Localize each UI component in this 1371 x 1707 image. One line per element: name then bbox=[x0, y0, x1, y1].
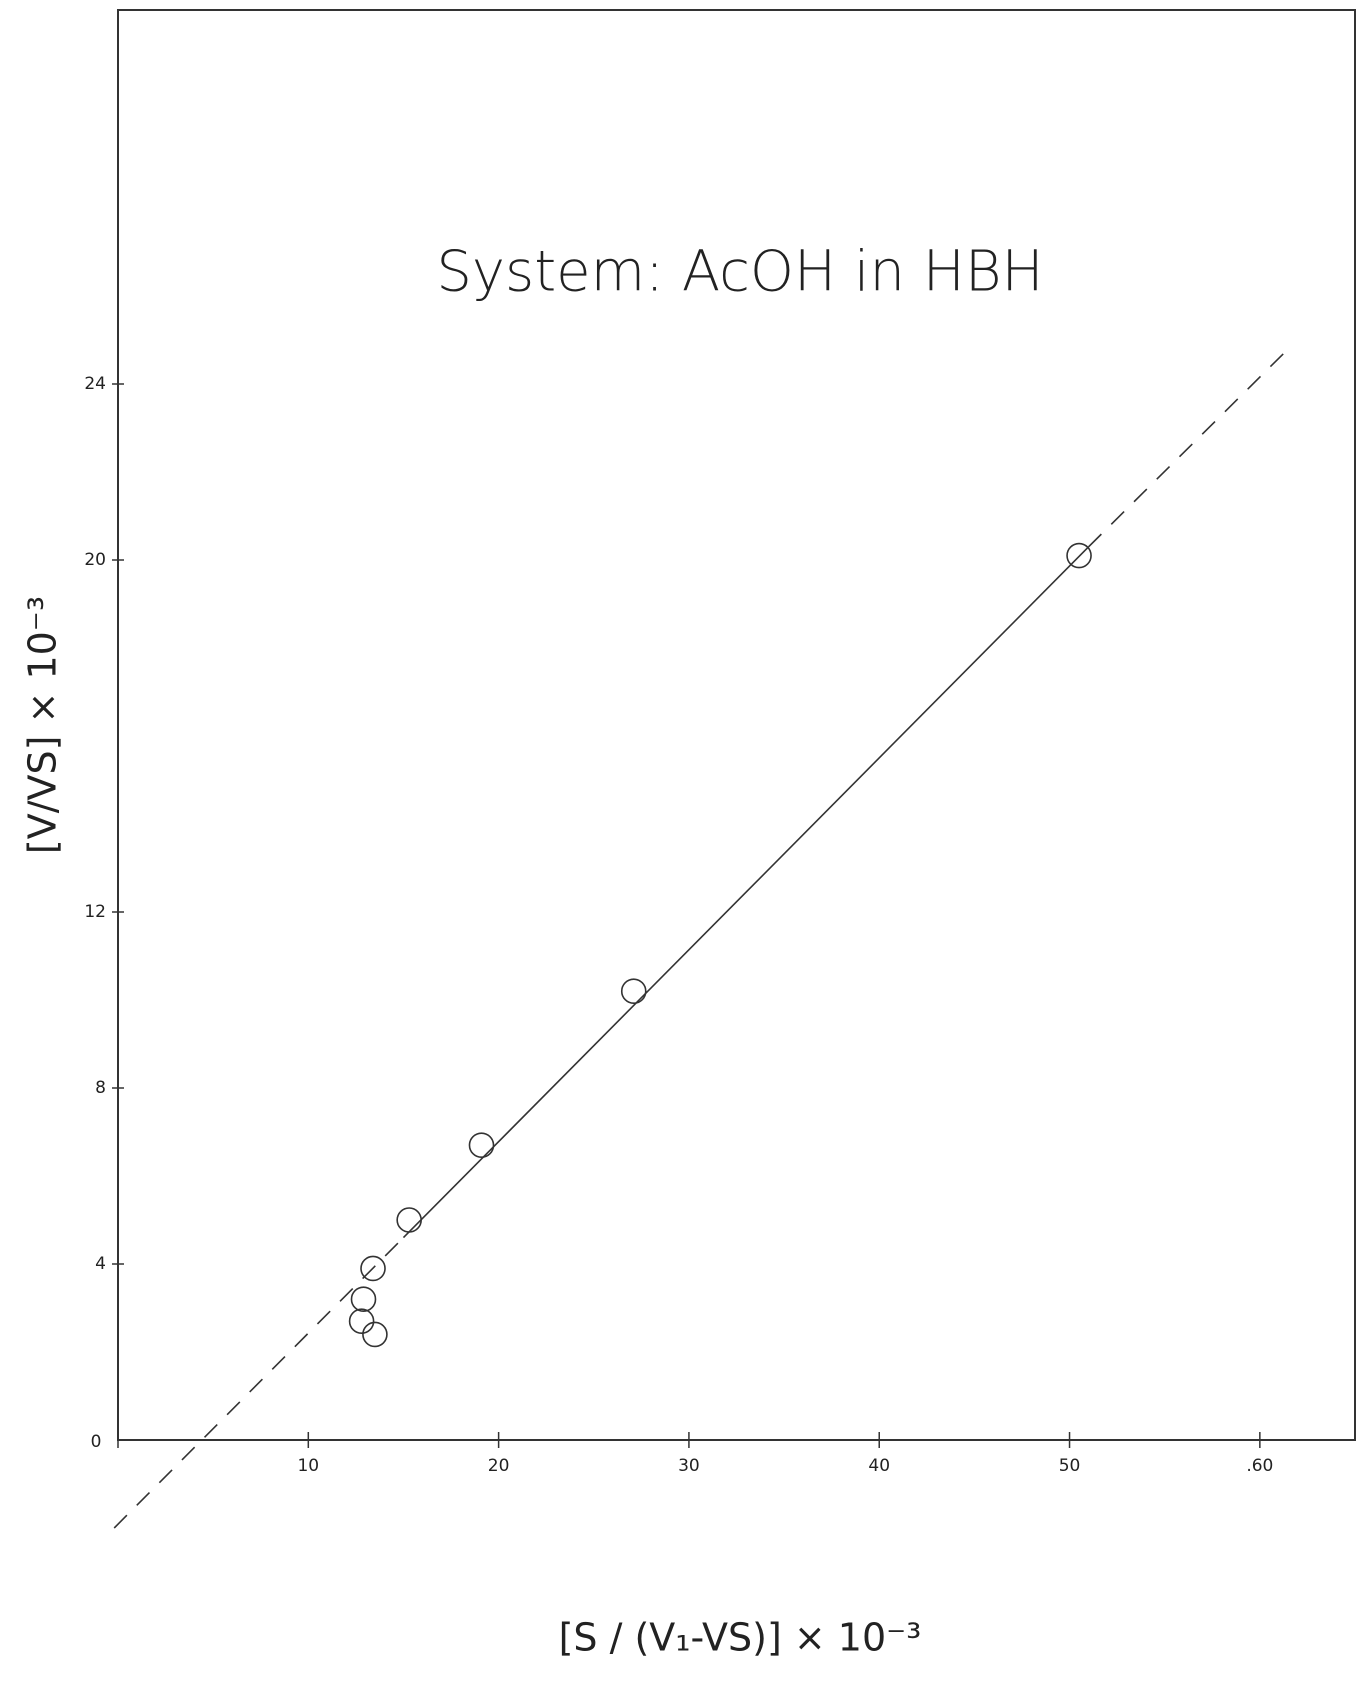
plot-frame bbox=[117, 9, 1356, 1441]
data-point bbox=[362, 1321, 388, 1348]
chart-title: System: AcOH in HBH bbox=[436, 239, 1043, 304]
data-point bbox=[396, 1207, 422, 1233]
x-tick-label: 0 bbox=[91, 1432, 102, 1452]
data-point bbox=[620, 978, 647, 1005]
x-tick-label: 50 bbox=[1059, 1456, 1081, 1476]
x-tick-label: .60 bbox=[1246, 1456, 1273, 1476]
x-tick-label: 20 bbox=[488, 1456, 510, 1476]
fit-line bbox=[402, 546, 1090, 1239]
y-axis-label: [V/VS] × 10⁻³ bbox=[21, 596, 65, 854]
y-tick-label: 8 bbox=[95, 1078, 106, 1098]
x-tick-label: 40 bbox=[868, 1456, 890, 1476]
data-point bbox=[350, 1286, 377, 1312]
y-tick-label: 24 bbox=[84, 374, 106, 394]
data-point bbox=[360, 1255, 386, 1282]
fit-line bbox=[113, 1237, 405, 1529]
data-point bbox=[348, 1308, 375, 1334]
x-tick-label: 30 bbox=[678, 1456, 700, 1476]
fit-line bbox=[1088, 348, 1289, 548]
x-tick-label: 10 bbox=[297, 1456, 319, 1476]
x-axis-label: [S / (V₁-VS)] × 10⁻³ bbox=[559, 1616, 922, 1660]
y-tick-label: 12 bbox=[84, 902, 106, 922]
y-tick-label: 20 bbox=[84, 550, 106, 570]
y-tick-label: 4 bbox=[95, 1254, 106, 1274]
data-point bbox=[1066, 542, 1092, 569]
data-point bbox=[468, 1132, 495, 1158]
